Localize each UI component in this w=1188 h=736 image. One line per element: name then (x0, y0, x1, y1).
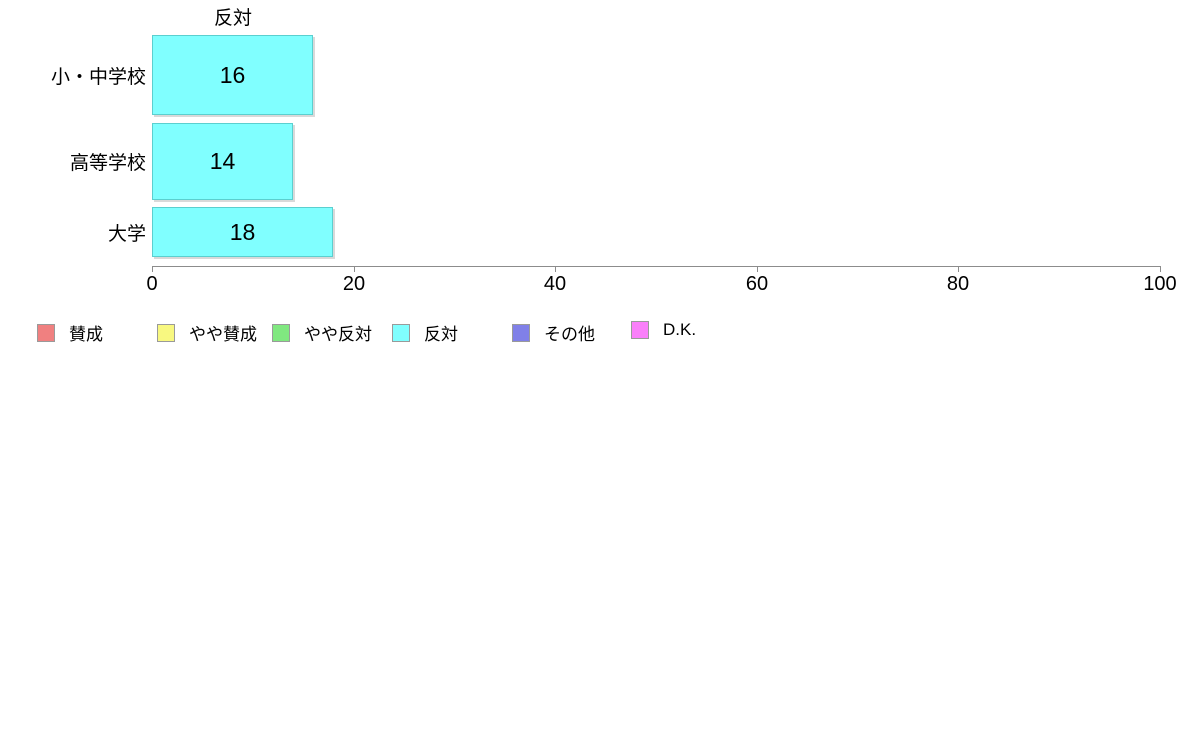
bar: 14 (152, 123, 293, 200)
legend-swatch (157, 323, 175, 342)
legend-item: D.K. (631, 320, 696, 340)
category-label: 小・中学校 (50, 66, 146, 88)
x-axis-line (152, 266, 1161, 267)
bar: 16 (152, 35, 313, 115)
legend: 賛成 やや賛成 やや反対 反対 その他 D.K. (0, 320, 1188, 345)
x-axis-tick (757, 266, 758, 272)
legend-swatch (631, 321, 649, 339)
category-label: 大学 (107, 223, 146, 245)
legend-swatch (37, 323, 55, 342)
x-axis-tick (1160, 266, 1161, 272)
x-tick-label: 100 (1143, 273, 1177, 295)
x-tick-label: 0 (146, 273, 158, 295)
bar: 18 (152, 207, 333, 257)
x-axis-tick (152, 266, 153, 272)
x-axis-tick (555, 266, 556, 272)
x-tick-label: 40 (543, 273, 567, 295)
x-axis-tick (958, 266, 959, 272)
legend-label: やや反対 (304, 325, 372, 344)
legend-item: やや賛成 (157, 320, 257, 345)
legend-label: 賛成 (69, 325, 103, 344)
legend-swatch (392, 323, 410, 342)
legend-label: やや賛成 (189, 325, 257, 344)
x-axis-tick (354, 266, 355, 272)
bar-value-label: 16 (219, 61, 246, 88)
chart-title: 反対 (213, 8, 253, 29)
legend-swatch (512, 323, 530, 342)
legend-item: その他 (512, 320, 595, 345)
bar-value-label: 18 (229, 218, 256, 245)
legend-item: 反対 (392, 320, 458, 345)
x-tick-label: 60 (745, 273, 769, 295)
legend-label: その他 (544, 325, 595, 344)
bar-value-label: 14 (209, 148, 236, 174)
legend-item: やや反対 (272, 320, 372, 345)
legend-swatch (272, 323, 290, 342)
legend-label: D.K. (663, 320, 697, 339)
x-tick-label: 80 (946, 273, 970, 295)
legend-label: 反対 (424, 325, 458, 344)
x-tick-label: 20 (342, 273, 366, 295)
legend-item: 賛成 (37, 320, 103, 345)
category-label: 高等学校 (69, 153, 146, 174)
